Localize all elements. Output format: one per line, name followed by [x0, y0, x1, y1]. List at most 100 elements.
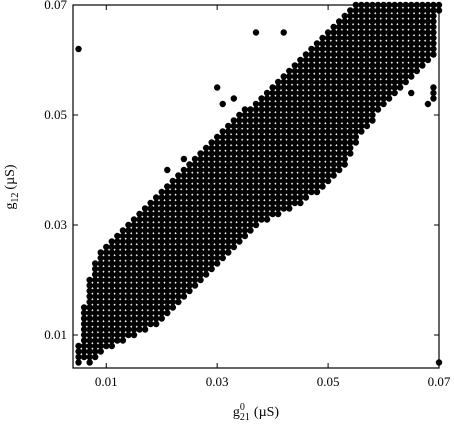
- data-point: [341, 95, 348, 102]
- data-point: [130, 216, 138, 223]
- data-point: [136, 227, 143, 234]
- data-point: [319, 177, 326, 185]
- data-point: [286, 150, 293, 157]
- data-point: [247, 188, 254, 196]
- data-point: [408, 73, 415, 80]
- data-point: [269, 161, 276, 168]
- data-point: [97, 271, 104, 278]
- data-point: [374, 18, 382, 25]
- data-point: [363, 29, 371, 36]
- data-point: [108, 238, 116, 245]
- data-point: [352, 67, 360, 75]
- data-point: [263, 155, 271, 163]
- data-point: [191, 194, 199, 201]
- x-axis-title-base: g: [233, 405, 240, 420]
- data-point: [225, 232, 232, 240]
- data-point: [103, 265, 110, 273]
- data-point: [91, 337, 99, 344]
- data-point: [341, 62, 348, 69]
- data-point: [263, 177, 271, 185]
- data-point: [75, 348, 82, 355]
- data-point: [374, 106, 382, 113]
- data-point: [97, 293, 104, 300]
- data-point: [147, 243, 154, 251]
- data-point: [225, 133, 232, 141]
- data-point: [103, 304, 110, 311]
- data-point: [108, 304, 116, 311]
- data-point: [396, 1, 404, 9]
- data-point: [180, 194, 188, 201]
- data-point: [191, 210, 199, 218]
- data-point: [258, 194, 265, 201]
- data-point: [308, 111, 315, 119]
- data-point: [236, 194, 243, 201]
- data-point: [385, 23, 393, 31]
- data-point: [391, 45, 398, 53]
- data-point: [419, 62, 426, 69]
- data-point: [286, 199, 293, 207]
- data-point: [175, 188, 182, 196]
- data-point: [91, 309, 99, 317]
- data-point: [341, 18, 348, 25]
- data-point: [197, 271, 204, 278]
- data-point: [291, 199, 299, 207]
- data-point: [241, 161, 249, 168]
- data-point: [269, 194, 276, 201]
- data-point: [374, 29, 382, 36]
- data-point: [152, 287, 160, 295]
- data-point: [313, 84, 321, 91]
- data-point: [236, 216, 243, 223]
- data-point: [291, 155, 299, 163]
- data-point: [341, 133, 348, 141]
- data-point: [180, 287, 188, 295]
- data-point: [335, 84, 343, 91]
- data-point: [86, 287, 93, 295]
- data-point: [247, 205, 254, 212]
- data-point: [119, 249, 127, 256]
- data-point: [152, 210, 160, 218]
- data-point: [197, 265, 204, 273]
- data-point: [103, 254, 110, 262]
- data-point: [241, 117, 249, 124]
- data-point: [335, 122, 343, 130]
- data-point: [230, 188, 238, 196]
- data-point: [219, 232, 226, 240]
- data-point: [202, 265, 210, 273]
- data-point: [380, 89, 387, 97]
- data-point: [274, 133, 282, 141]
- data-point: [141, 276, 149, 284]
- data-point: [347, 67, 354, 75]
- data-point: [335, 67, 343, 75]
- data-point: [308, 106, 315, 113]
- data-point: [347, 133, 354, 141]
- data-point: [186, 243, 193, 251]
- data-point: [147, 298, 154, 306]
- data-point: [374, 51, 382, 58]
- data-point: [308, 161, 315, 168]
- data-point: [225, 139, 232, 146]
- data-point: [241, 210, 249, 218]
- data-point: [180, 232, 188, 240]
- data-point: [402, 56, 409, 64]
- data-point: [274, 177, 282, 185]
- data-point: [164, 309, 171, 317]
- data-point: [219, 221, 226, 229]
- data-point: [308, 95, 315, 102]
- data-point: [269, 155, 276, 163]
- data-point: [297, 139, 304, 146]
- data-point: [147, 260, 154, 267]
- data-point: [202, 155, 210, 163]
- data-point: [236, 183, 243, 190]
- data-point: [136, 254, 143, 262]
- data-point: [430, 95, 437, 102]
- data-point: [324, 51, 332, 58]
- data-point: [330, 56, 337, 64]
- data-point: [286, 155, 293, 163]
- data-point: [169, 304, 177, 311]
- data-point: [236, 128, 243, 135]
- data-point: [169, 249, 177, 256]
- y-axis-title-unit: (µS): [3, 164, 18, 190]
- data-point: [358, 122, 365, 130]
- data-point: [352, 7, 360, 14]
- data-point: [302, 67, 310, 75]
